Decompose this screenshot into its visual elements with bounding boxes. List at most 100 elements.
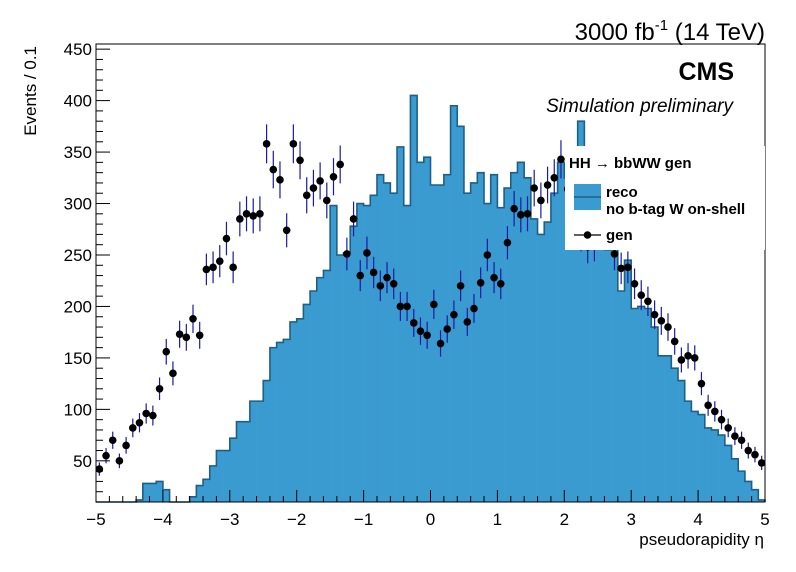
gen-point xyxy=(517,211,525,219)
gen-point xyxy=(343,250,351,258)
gen-point xyxy=(329,172,338,181)
histogram-bar xyxy=(142,483,150,502)
gen-point xyxy=(537,196,545,205)
histogram-bar xyxy=(363,205,371,502)
histogram-bar xyxy=(698,414,706,502)
histogram-bar xyxy=(731,458,739,502)
gen-point xyxy=(349,215,358,223)
legend: HH → bbWW gen reco no b-tag W on-shell g… xyxy=(565,146,765,250)
gen-point xyxy=(276,176,284,184)
gen-point xyxy=(202,265,211,274)
histogram-bar xyxy=(751,489,759,502)
histogram-bar xyxy=(597,195,605,503)
gen-point xyxy=(142,409,150,418)
y-tick-label: 250 xyxy=(64,246,92,265)
gen-point xyxy=(383,273,391,282)
gen-point xyxy=(389,280,398,288)
gen-point xyxy=(557,155,565,164)
gen-point xyxy=(510,204,518,213)
gen-point xyxy=(731,432,739,440)
x-tick-label: −3 xyxy=(220,510,239,529)
gen-point xyxy=(209,263,217,272)
gen-point xyxy=(195,331,204,340)
gen-point xyxy=(523,210,532,218)
histogram-bar xyxy=(570,177,578,502)
histogram-bar xyxy=(350,226,358,503)
gen-point xyxy=(309,184,318,192)
histogram-bar xyxy=(397,146,405,503)
gen-point xyxy=(550,173,559,182)
histogram-bar xyxy=(744,481,752,502)
y-tick-label: 400 xyxy=(64,92,92,111)
histogram-bar xyxy=(664,355,672,502)
histogram-bar xyxy=(510,172,518,503)
gen-point xyxy=(262,140,271,148)
gen-point xyxy=(169,369,177,378)
histogram-bar xyxy=(470,182,478,502)
y-tick-label: 150 xyxy=(64,349,92,368)
histogram-bar xyxy=(209,465,217,502)
gen-point xyxy=(336,160,344,169)
histogram-bar xyxy=(711,429,719,502)
histogram-bar xyxy=(189,496,197,502)
histogram-bar xyxy=(564,177,572,502)
histogram-bar xyxy=(156,481,164,502)
histogram-bar xyxy=(657,355,665,502)
gen-point xyxy=(650,310,659,319)
gen-point xyxy=(269,165,278,174)
x-tick-label: 2 xyxy=(560,510,569,529)
histogram-bar xyxy=(504,188,512,502)
gen-point xyxy=(108,436,117,445)
gen-point xyxy=(470,304,478,313)
histogram-bar xyxy=(457,126,465,502)
gen-point xyxy=(115,457,124,465)
y-tick-label: 200 xyxy=(64,297,92,316)
histogram-bar xyxy=(537,234,545,503)
gen-point xyxy=(376,282,385,290)
gen-point xyxy=(690,354,699,362)
x-tick-label: −1 xyxy=(354,510,373,529)
gen-point xyxy=(162,347,171,356)
legend-reco-sublabel: no b-tag W on-shell xyxy=(606,201,745,218)
histogram-bar xyxy=(530,218,538,502)
x-tick-label: −5 xyxy=(86,510,105,529)
gen-point xyxy=(644,297,652,306)
histogram-bar xyxy=(611,246,619,502)
gen-point xyxy=(450,310,458,319)
legend-reco-label: reco xyxy=(606,184,638,201)
gen-point xyxy=(670,337,679,346)
histogram-bar xyxy=(336,254,344,502)
histogram-bar xyxy=(236,421,244,502)
x-axis-title: pseudorapidity η xyxy=(639,530,764,549)
gen-points xyxy=(95,124,766,476)
histogram-bar xyxy=(343,252,351,502)
histogram-bar xyxy=(276,342,284,502)
histogram-outline xyxy=(96,94,766,503)
histogram-bar xyxy=(323,270,331,502)
histogram-bar xyxy=(410,95,418,503)
histogram-bar xyxy=(403,205,411,502)
histogram-bar xyxy=(617,291,625,502)
y-tick-label: 450 xyxy=(64,40,92,59)
gen-point xyxy=(757,459,766,467)
gen-point xyxy=(697,379,706,388)
gen-point xyxy=(149,411,157,420)
y-tick-label: 350 xyxy=(64,143,92,162)
gen-point xyxy=(617,264,625,273)
gen-point xyxy=(704,401,712,410)
gen-point xyxy=(363,249,371,257)
x-tick-label: 4 xyxy=(693,510,702,529)
histogram-bar xyxy=(517,162,525,502)
gen-point xyxy=(503,238,512,247)
histogram-bar xyxy=(229,438,237,502)
gen-point xyxy=(289,140,298,148)
gen-point xyxy=(610,250,619,258)
gen-point xyxy=(396,302,405,311)
histogram-bar xyxy=(477,172,485,503)
histogram-bar xyxy=(490,174,498,502)
histogram-bar xyxy=(624,260,632,502)
gen-point xyxy=(657,317,666,325)
gen-point xyxy=(630,280,639,288)
gen-point xyxy=(282,226,291,235)
